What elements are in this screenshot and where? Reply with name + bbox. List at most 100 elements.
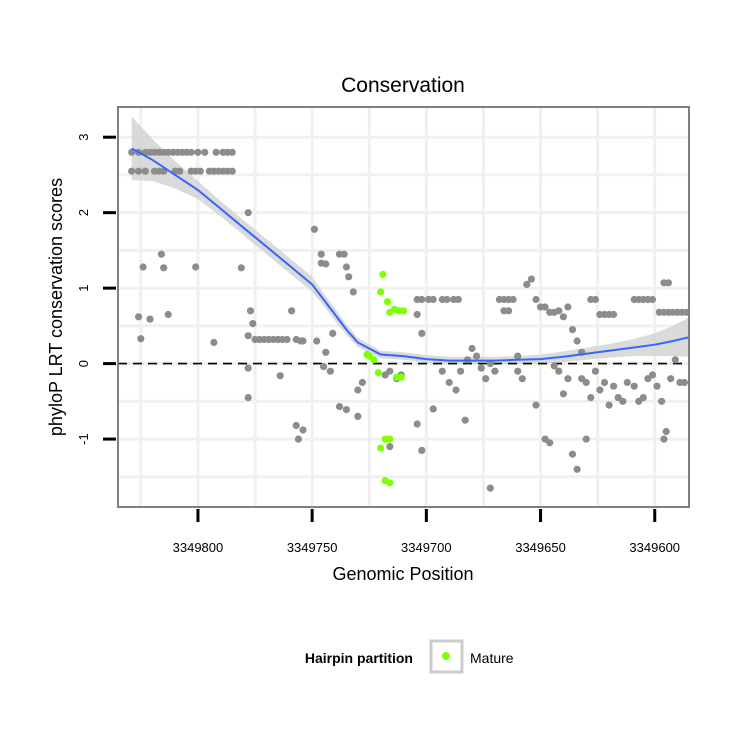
data-point — [623, 378, 631, 387]
chart-title: Conservation — [341, 74, 465, 97]
data-point — [135, 313, 143, 321]
data-point — [573, 337, 581, 345]
data-point — [342, 406, 350, 414]
data-point — [160, 264, 168, 272]
data-point — [662, 427, 670, 436]
data-point — [128, 167, 136, 175]
data-point — [418, 329, 426, 337]
data-point — [237, 264, 245, 272]
legend-key-mature — [442, 652, 450, 660]
data-point — [680, 378, 689, 387]
data-point — [452, 386, 460, 394]
data-point-mature — [377, 288, 385, 296]
data-point — [505, 307, 513, 315]
legend-title: Hairpin partition — [305, 650, 413, 666]
data-point — [454, 295, 462, 304]
y-tick-label: 0 — [76, 360, 91, 367]
data-point — [555, 367, 563, 375]
data-point-mature — [386, 479, 394, 487]
data-point — [340, 250, 348, 258]
data-point — [299, 426, 307, 434]
data-point — [429, 405, 437, 413]
data-point-mature — [374, 369, 382, 377]
data-point — [610, 310, 618, 319]
x-tick-label: 3349800 — [173, 540, 224, 555]
data-point — [509, 295, 517, 304]
plot-background — [118, 107, 689, 507]
data-point — [310, 225, 318, 233]
data-point — [564, 303, 572, 311]
y-tick-label: 2 — [76, 209, 91, 216]
data-point — [550, 362, 558, 370]
data-point — [418, 446, 426, 454]
data-point — [176, 167, 184, 175]
data-point-mature — [377, 444, 385, 452]
data-point-mature — [383, 298, 392, 306]
data-point — [413, 420, 421, 428]
data-point — [591, 367, 600, 375]
data-point — [482, 375, 490, 383]
data-point — [664, 279, 673, 287]
data-point — [564, 375, 572, 383]
y-tick-label: 1 — [76, 284, 91, 291]
data-point — [473, 352, 481, 360]
data-point — [587, 394, 595, 402]
data-point — [345, 273, 353, 281]
smooth-curve — [131, 147, 690, 362]
data-point — [249, 320, 257, 328]
data-point — [386, 367, 394, 375]
data-point — [658, 397, 666, 405]
y-tick-label: 3 — [76, 134, 91, 141]
data-point — [461, 416, 469, 424]
data-point-mature — [370, 356, 378, 364]
data-point — [210, 338, 218, 347]
data-point — [591, 295, 600, 304]
data-point — [559, 390, 568, 398]
data-point — [630, 382, 638, 390]
data-point — [283, 335, 291, 344]
data-point — [292, 421, 300, 430]
data-point — [486, 484, 494, 492]
data-point-mature — [386, 435, 394, 443]
data-point — [514, 352, 522, 360]
data-point — [137, 335, 145, 343]
data-point — [313, 337, 321, 345]
data-point — [244, 394, 252, 402]
data-point — [486, 360, 494, 368]
data-point — [610, 382, 618, 390]
y-axis-label: phyloP LRT conservation scores — [46, 178, 66, 436]
data-point — [532, 401, 540, 409]
data-point — [514, 367, 522, 375]
data-point — [335, 403, 344, 411]
data-point — [653, 382, 661, 390]
data-point — [299, 337, 307, 345]
data-point — [294, 435, 302, 443]
data-point — [358, 378, 366, 387]
data-point — [196, 167, 204, 175]
data-point — [212, 148, 220, 156]
data-point — [527, 275, 536, 283]
data-point — [201, 148, 209, 156]
data-point — [246, 307, 255, 315]
data-point — [443, 295, 451, 304]
data-point — [582, 435, 590, 443]
data-point — [317, 250, 325, 258]
data-point — [413, 310, 421, 319]
data-point — [139, 263, 147, 271]
data-point — [192, 263, 200, 271]
x-tick-label: 3349700 — [401, 540, 452, 555]
data-point — [559, 313, 568, 321]
data-point — [141, 167, 149, 175]
data-point-mature — [363, 350, 371, 359]
y-axis-ticks: -1 0 1 2 3 — [76, 134, 116, 445]
data-point — [619, 397, 627, 405]
data-point — [228, 148, 236, 156]
smooth-line — [131, 147, 690, 362]
data-point — [244, 332, 252, 340]
y-tick-label: -1 — [76, 433, 91, 445]
data-point — [518, 375, 526, 383]
data-point — [555, 307, 563, 315]
confidence-band-area — [131, 116, 689, 365]
x-tick-label: 3349650 — [515, 540, 566, 555]
